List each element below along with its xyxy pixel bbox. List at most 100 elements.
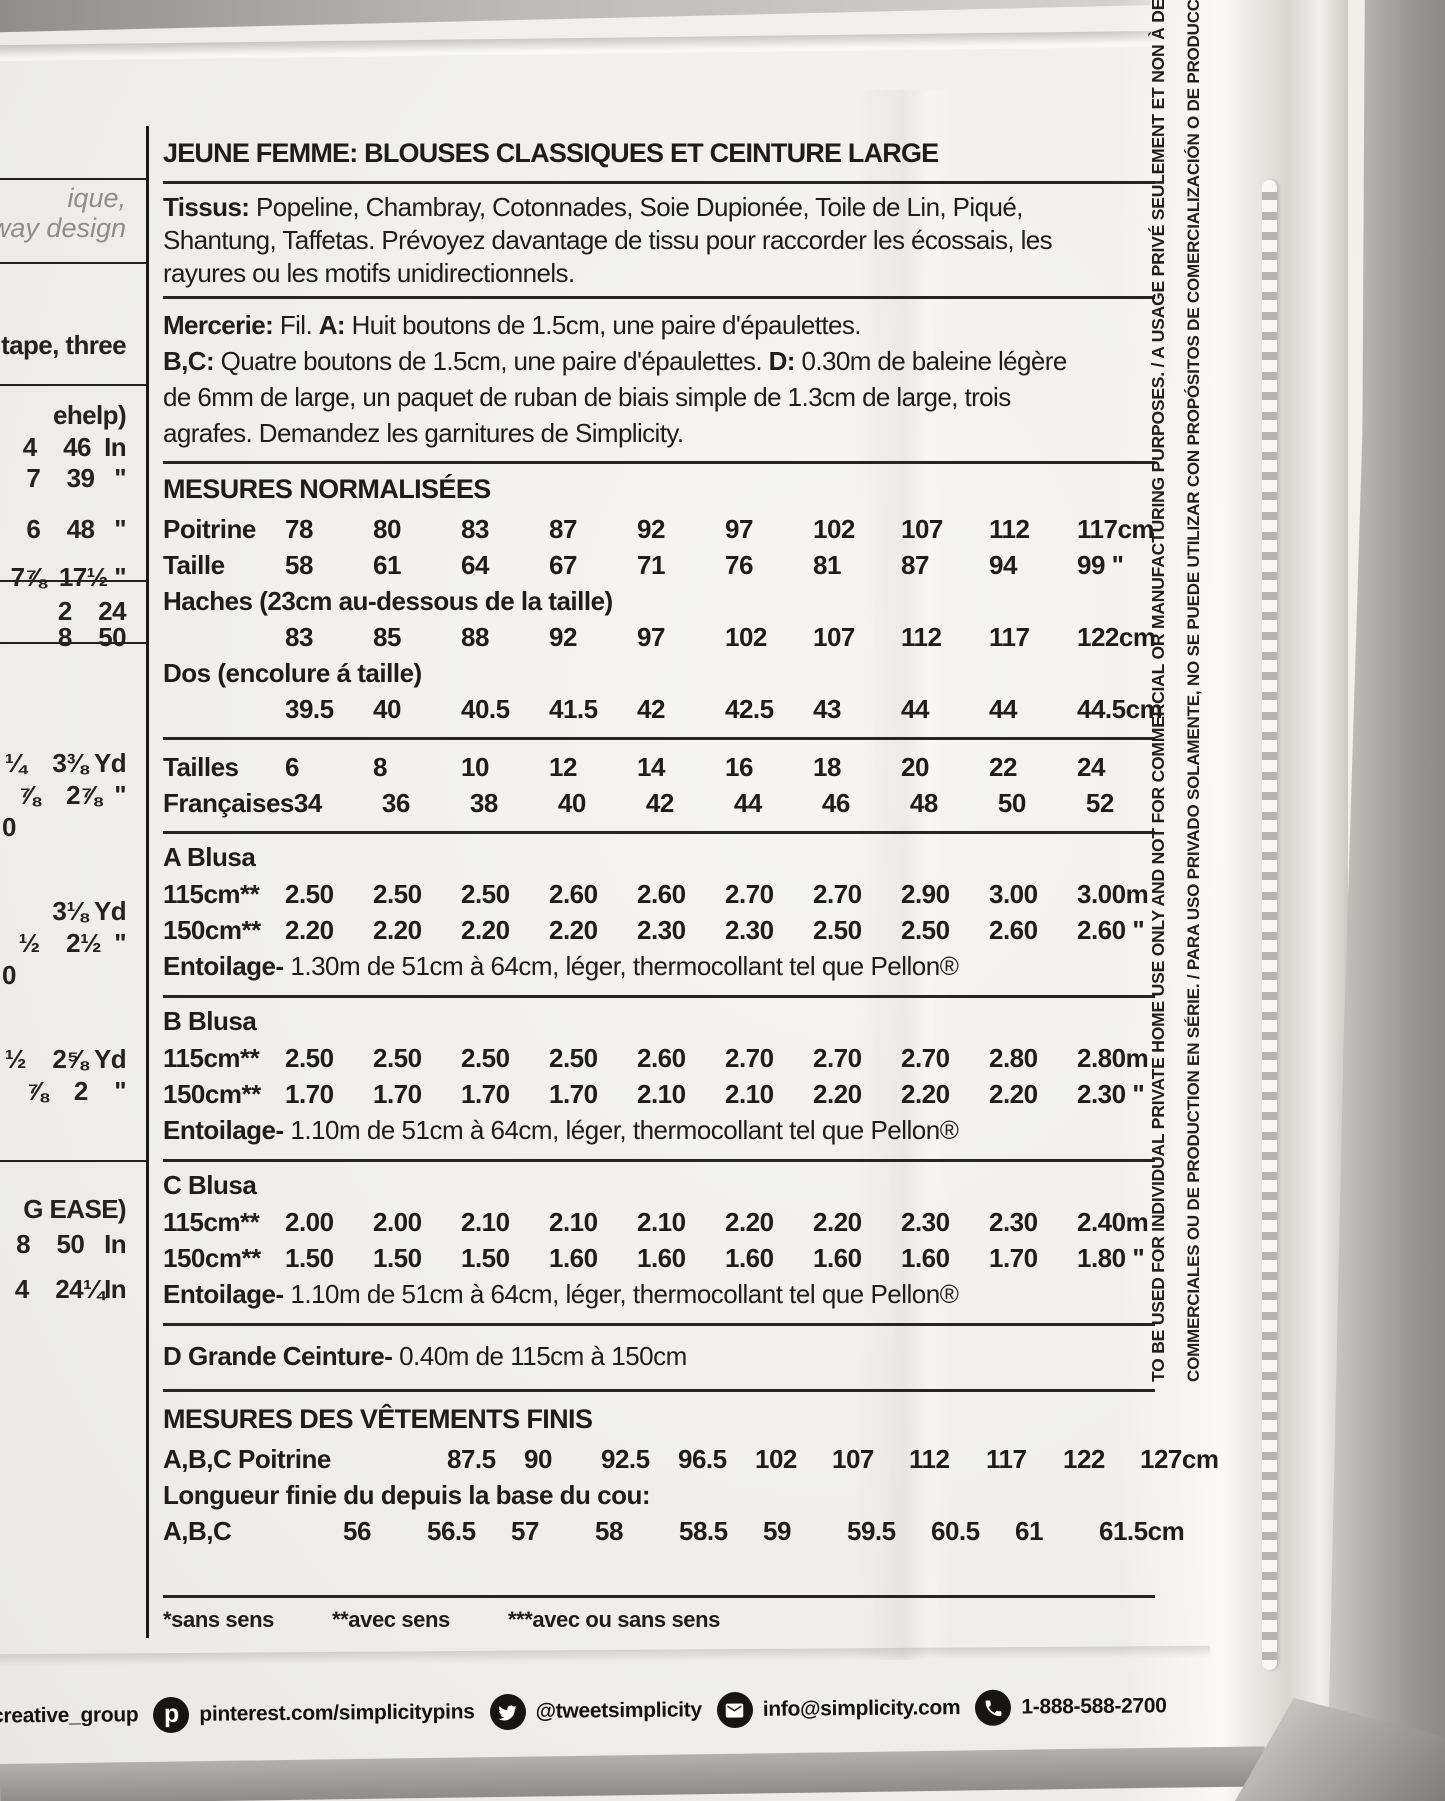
cell-value: 83	[461, 513, 489, 544]
page-title: JEUNE FEMME: BLOUSES CLASSIQUES ET CEINT…	[163, 138, 939, 168]
cell-value: 1.60	[725, 1242, 774, 1273]
notions-section: Mercerie: Fil. A: Huit boutons de 1.5cm,…	[163, 299, 1155, 464]
table-row: A,B,C Poitrine 87.5 90 92.5 96.5 102 107 112 11…	[163, 1441, 1219, 1477]
left-cutoff-column: ique,–way design tape, three ehelp)4 46 In…	[0, 0, 132, 1500]
left-fragment: ¼ 3⅜ Yd	[4, 748, 127, 778]
cell-value: 97	[637, 621, 665, 652]
left-fragment: ⅞ 2⅞ "	[18, 780, 127, 810]
row-values: 56 56.5 57 58 58.5 59 59.5 60.5 61 61.5cm	[343, 1515, 1185, 1547]
cell-value: 39.5	[285, 693, 334, 724]
table-row: 150cm** 1.50 1.50 1.50 1.60 1.60 1.60 1.60 1.60…	[163, 1240, 1155, 1276]
left-fragment: 4 46 In	[22, 432, 127, 462]
cell-value: 2.50	[549, 1042, 598, 1073]
row-values: 2.20 2.20 2.20 2.20 2.30 2.30 2.50 2.50 2.60 2.60…	[285, 915, 1165, 946]
cell-value: 34	[293, 787, 322, 818]
cell-value: 8	[373, 751, 387, 782]
pinterest-glyph: p	[163, 1699, 179, 1728]
table-left-border	[146, 126, 149, 1638]
cell-value: 44	[733, 787, 762, 818]
interfacing-text: 1.30m de 51cm à 64cm, léger, thermocolla…	[283, 951, 959, 981]
table-row: A,B,C 56 56.5 57 58 58.5 59 59.5 60.5 61 61.5cm	[163, 1513, 1185, 1549]
legal-text-line-2: COMMERCIALES OU DE PRODUCTION EN SÉRIE. …	[1184, 0, 1203, 1382]
cell-value: 2.50	[373, 1042, 422, 1073]
interfacing-text: 1.10m de 51cm à 64cm, léger, thermocolla…	[283, 1115, 959, 1145]
cell-value: 88	[461, 621, 489, 652]
row-values: 34 36 38 40 42 44 46 48 50 52	[294, 788, 1174, 819]
cell-value: 99 "	[1077, 549, 1124, 580]
interfacing-text: 1.10m de 51cm à 64cm, léger, thermocolla…	[283, 1279, 959, 1309]
pinterest-url: pinterest.com/simplicitypins	[199, 1700, 475, 1726]
table-row: Françaises 34 36 38 40 42 44 46 48 50 52	[163, 785, 1155, 821]
left-fragment: tape, three	[1, 330, 126, 360]
cell-value: 102	[755, 1443, 797, 1474]
cell-value: 122cm	[1077, 621, 1156, 652]
text-run: B,C:	[163, 346, 215, 376]
table-row: 39.5 40 40.5 41.5 42 42.5 43 44 44 44.5cm	[163, 691, 1163, 727]
title-section: JEUNE FEMME: BLOUSES CLASSIQUES ET CEINT…	[163, 128, 1155, 184]
cell-value: 1.70	[285, 1078, 334, 1109]
text-run: Huit boutons de 1.5cm, une paire d'épaul…	[344, 310, 862, 340]
row-values: 1.50 1.50 1.50 1.60 1.60 1.60 1.60 1.60 1.70 1.80…	[285, 1243, 1165, 1274]
row-label: Haches (23cm au-dessous de la taille)	[163, 585, 613, 616]
cell-value: 12	[549, 751, 577, 782]
cell-value: 3.00	[989, 878, 1038, 909]
left-rule	[0, 262, 146, 264]
cell-value: 1.50	[373, 1242, 422, 1273]
row-label: Poitrine	[163, 513, 256, 544]
cell-value: 48	[909, 787, 938, 818]
cell-value: 2.20	[725, 1206, 774, 1237]
cell-value: 1.70	[373, 1078, 422, 1109]
cell-value: 2.30	[725, 914, 774, 945]
row-label: 115cm**	[163, 878, 260, 909]
twitter-icon	[489, 1693, 526, 1731]
cell-value: 2.50	[461, 1042, 510, 1073]
cell-value: 56	[343, 1515, 371, 1546]
cell-value: 56.5	[427, 1515, 476, 1546]
row-label: Dos (encolure á taille)	[163, 657, 422, 688]
cell-value: 16	[725, 751, 753, 782]
cell-value: 2.20	[813, 1078, 862, 1109]
cell-value: 61	[1015, 1515, 1043, 1546]
cell-value: 92.5	[601, 1443, 650, 1474]
cell-value: 1.70	[989, 1242, 1038, 1273]
blouse-section: A Blusa 115cm** 2.50 2.50 2.50 2.60 2.60 2.70…	[163, 834, 1155, 998]
row-values: 2.00 2.00 2.10 2.10 2.10 2.20 2.20 2.30 2.30 2.40…	[285, 1207, 1165, 1238]
cell-value: 2.80m	[1077, 1042, 1149, 1073]
cell-value: 2.20	[549, 914, 598, 945]
interfacing-label: Entoilage-	[163, 1115, 284, 1145]
cell-value: 107	[901, 513, 943, 544]
cell-value: 2.20	[989, 1078, 1038, 1109]
left-rule	[0, 1160, 146, 1162]
cell-value: 18	[813, 751, 841, 782]
sizes-section: Tailles 6 8 10 12 14 16 18 20 22 24 Françaises 34…	[163, 740, 1155, 834]
cell-value: 1.60	[901, 1242, 950, 1273]
wall-bottom-strip	[0, 1746, 1266, 1801]
cell-value: 2.70	[901, 1042, 950, 1073]
nap-footnote: *sans sens **avec sens ***avec ou sans sen…	[163, 1607, 1155, 1633]
cell-value: 87.5	[447, 1443, 496, 1474]
cell-value: 2.90	[901, 878, 950, 909]
row-values: 39.5 40 40.5 41.5 42 42.5 43 44 44 44.5cm	[285, 694, 1165, 725]
cell-value: 2.30 "	[1077, 1078, 1145, 1109]
phone-icon	[975, 1689, 1012, 1726]
row-values: 78 80 83 87 92 97 102 107 112 117cm	[285, 514, 1165, 545]
cell-value: 107	[832, 1443, 874, 1474]
cell-value: 92	[549, 621, 577, 652]
cell-value: 40.5	[461, 693, 510, 724]
cell-value: 2.50	[285, 878, 334, 909]
belt-section: D Grande Ceinture- 0.40m de 115cm à 150c…	[163, 1326, 1155, 1392]
cell-value: 2.70	[725, 878, 774, 909]
email-address: info@simplicity.com	[762, 1696, 961, 1721]
left-fragment: 8 50 In	[16, 1229, 126, 1259]
measurements-heading: MESURES NORMALISÉES	[163, 474, 491, 504]
left-fragment: 4 24¼In	[14, 1274, 127, 1304]
left-fragment: ½ 2½ "	[18, 928, 127, 958]
text-run: Shantung, Taffetas. Prévoyez davantage d…	[163, 225, 1053, 255]
left-rule	[0, 642, 146, 644]
cell-value: 44	[901, 693, 929, 724]
cell-value: 2.20	[373, 914, 422, 945]
cell-value: 81	[813, 549, 841, 580]
fabrics-line: Tissus: Popeline, Chambray, Cotonnades, …	[163, 191, 1155, 224]
cell-value: 2.70	[813, 1042, 862, 1073]
